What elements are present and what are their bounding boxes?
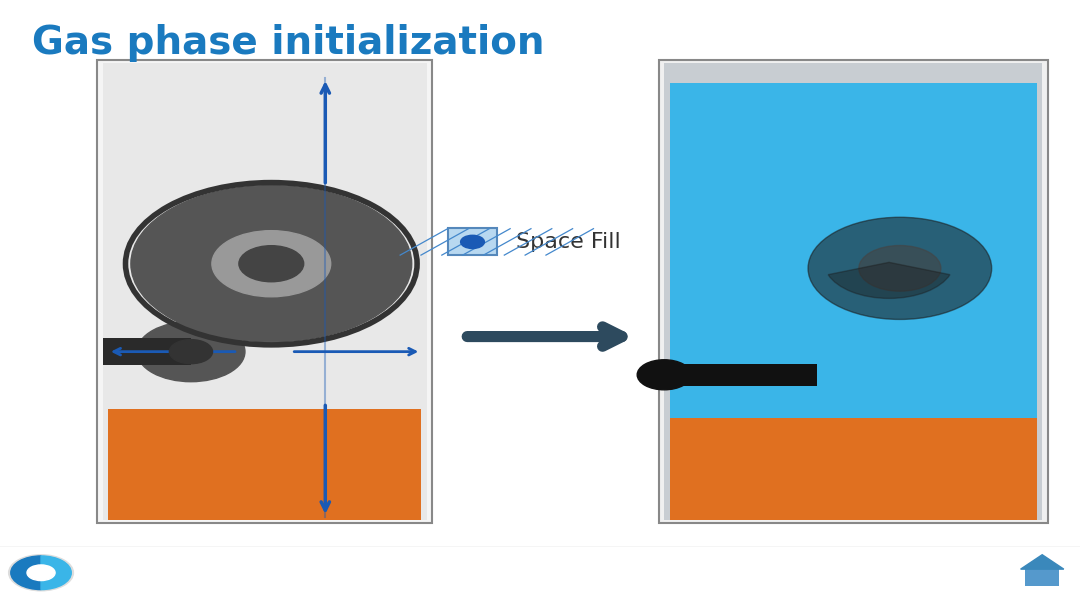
FancyBboxPatch shape (659, 60, 1048, 523)
Text: Gas phase initialization: Gas phase initialization (32, 24, 545, 62)
Wedge shape (828, 262, 950, 298)
Text: Particleworks Experience 2024: Particleworks Experience 2024 (444, 564, 636, 578)
Circle shape (239, 246, 303, 282)
Circle shape (808, 217, 991, 319)
Circle shape (859, 245, 941, 291)
Circle shape (637, 360, 691, 390)
Wedge shape (41, 556, 71, 590)
FancyBboxPatch shape (648, 364, 818, 386)
Circle shape (461, 236, 485, 249)
Text: 25 Sept 2024: 25 Sept 2024 (205, 564, 289, 578)
Wedge shape (11, 556, 41, 590)
FancyBboxPatch shape (103, 338, 191, 365)
FancyBboxPatch shape (670, 83, 1037, 421)
Text: Space Fill: Space Fill (516, 232, 621, 252)
FancyBboxPatch shape (448, 228, 497, 255)
FancyBboxPatch shape (97, 60, 432, 523)
Circle shape (131, 186, 411, 342)
Circle shape (137, 322, 245, 382)
FancyBboxPatch shape (0, 547, 1080, 601)
Text: 10: 10 (983, 564, 999, 578)
Text: E U R O P E: E U R O P E (82, 575, 130, 584)
Text: Particleworks: Particleworks (78, 556, 173, 569)
FancyBboxPatch shape (1025, 569, 1059, 586)
Circle shape (27, 565, 55, 581)
Circle shape (170, 340, 213, 364)
FancyBboxPatch shape (664, 63, 1042, 520)
FancyBboxPatch shape (670, 418, 1037, 520)
Circle shape (9, 555, 73, 591)
Polygon shape (1021, 555, 1064, 569)
FancyBboxPatch shape (108, 409, 421, 520)
FancyBboxPatch shape (103, 63, 427, 520)
Circle shape (212, 231, 330, 297)
